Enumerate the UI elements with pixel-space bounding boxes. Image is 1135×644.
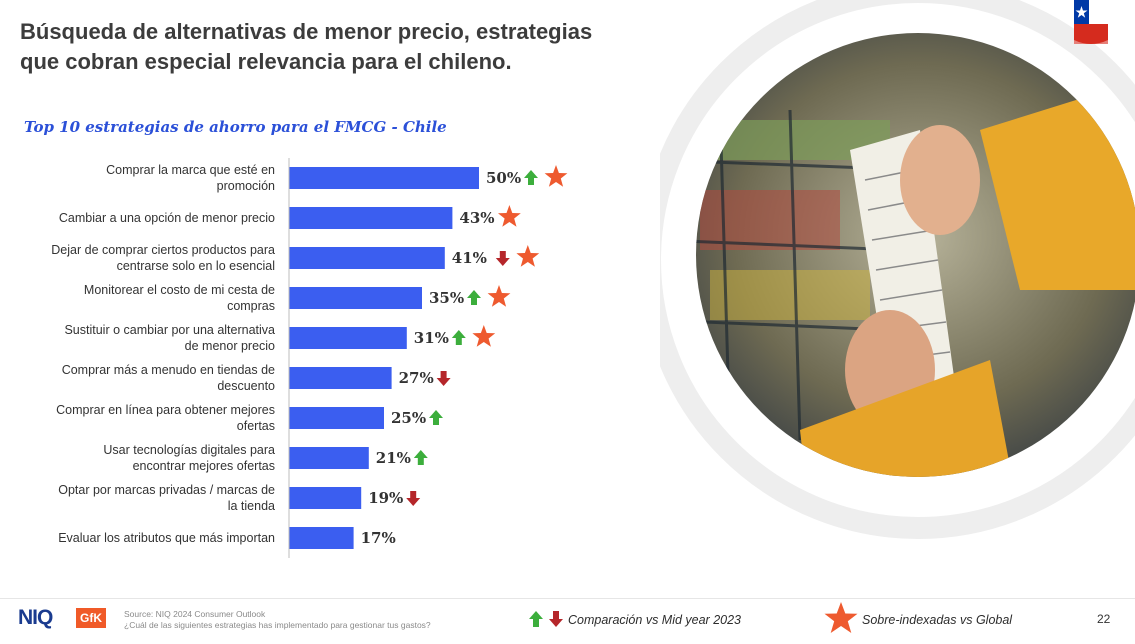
source-line-2: ¿Cuál de las siguientes estrategias has … xyxy=(124,620,431,630)
up-arrow-icon-4 xyxy=(467,290,481,305)
legend-over-indexed-label: Sobre-indexadas vs Global xyxy=(862,613,1013,627)
legend-comparison-label: Comparación vs Mid year 2023 xyxy=(568,613,741,627)
value-label-3: 41% xyxy=(452,249,487,267)
category-label-3: Dejar de comprar ciertos productos para c… xyxy=(51,243,275,273)
value-label-4: 35% xyxy=(429,289,464,307)
up-arrow-icon-7 xyxy=(429,410,443,425)
up-arrow-icon-5 xyxy=(451,330,466,345)
value-label-2: 43% xyxy=(459,209,494,227)
bar-3 xyxy=(289,247,445,269)
value-label-8: 21% xyxy=(376,449,411,467)
chart-title: Top 10 estrategias de ahorro para el FMC… xyxy=(24,118,447,136)
bar-9 xyxy=(289,487,362,509)
bar-10 xyxy=(289,527,354,549)
category-label-1: Comprar la marca que esté en promoción xyxy=(106,163,275,193)
bar-chart: Comprar la marca que esté en promoción 50%… xyxy=(51,158,568,558)
source-note: Source: NIQ 2024 Consumer Outlook ¿Cuál … xyxy=(124,609,431,631)
value-label-10: 17% xyxy=(361,529,396,547)
down-arrow-icon-6 xyxy=(436,371,451,386)
value-label-5: 31% xyxy=(414,329,449,347)
category-label-5: Sustituir o cambiar por una alternativa d… xyxy=(64,323,275,353)
page-title: Búsqueda de alternativas de menor precio… xyxy=(20,17,680,77)
bar-7 xyxy=(289,407,384,429)
star-icon-5 xyxy=(472,325,496,347)
category-label-2: Cambiar a una opción de menor precio xyxy=(59,211,275,225)
down-arrow-icon-9 xyxy=(406,491,421,506)
star-icon-3 xyxy=(516,245,540,267)
bar-5 xyxy=(289,327,407,349)
value-label-1: 50% xyxy=(486,169,521,187)
footer-divider xyxy=(0,598,1135,599)
page-title-line-1: Búsqueda de alternativas de menor precio… xyxy=(20,19,593,44)
down-arrow-icon-3 xyxy=(495,251,510,266)
category-label-9: Optar por marcas privadas / marcas de la … xyxy=(58,483,275,513)
bar-8 xyxy=(289,447,369,469)
chile-flag-icon xyxy=(1074,0,1108,44)
category-label-6: Comprar más a menudo en tiendas de descue… xyxy=(62,363,275,393)
value-label-7: 25% xyxy=(391,409,426,427)
source-line-1: Source: NIQ 2024 Consumer Outlook xyxy=(124,609,266,619)
receipt-photo-icon xyxy=(639,0,1135,539)
category-label-8: Usar tecnologías digitales para encontrar… xyxy=(103,443,275,473)
niq-logo: NIQ xyxy=(18,606,53,629)
star-icon-1 xyxy=(544,165,568,187)
category-label-7: Comprar en línea para obtener mejores ofe… xyxy=(56,403,275,433)
bar-4 xyxy=(289,287,422,309)
bar-1 xyxy=(289,167,479,189)
receipt-photo-decoration xyxy=(639,0,1135,600)
up-arrow-icon-8 xyxy=(413,450,428,465)
value-label-6: 27% xyxy=(399,369,434,387)
legend-up-down-icon xyxy=(529,611,563,627)
legend-star-icon xyxy=(824,602,858,633)
category-label-4: Monitorear el costo de mi cesta de compra… xyxy=(84,283,275,313)
bar-6 xyxy=(289,367,392,389)
page-title-line-2: que cobran especial relevancia para el c… xyxy=(20,49,512,74)
bar-2 xyxy=(289,207,453,229)
value-label-9: 19% xyxy=(368,489,403,507)
page-number: 22 xyxy=(1097,612,1111,626)
gfk-logo: GfK xyxy=(76,608,106,628)
star-icon-2 xyxy=(498,205,521,227)
category-label-10: Evaluar los atributos que más importan xyxy=(58,531,275,545)
up-arrow-icon-1 xyxy=(524,170,538,185)
star-icon-4 xyxy=(487,285,511,307)
